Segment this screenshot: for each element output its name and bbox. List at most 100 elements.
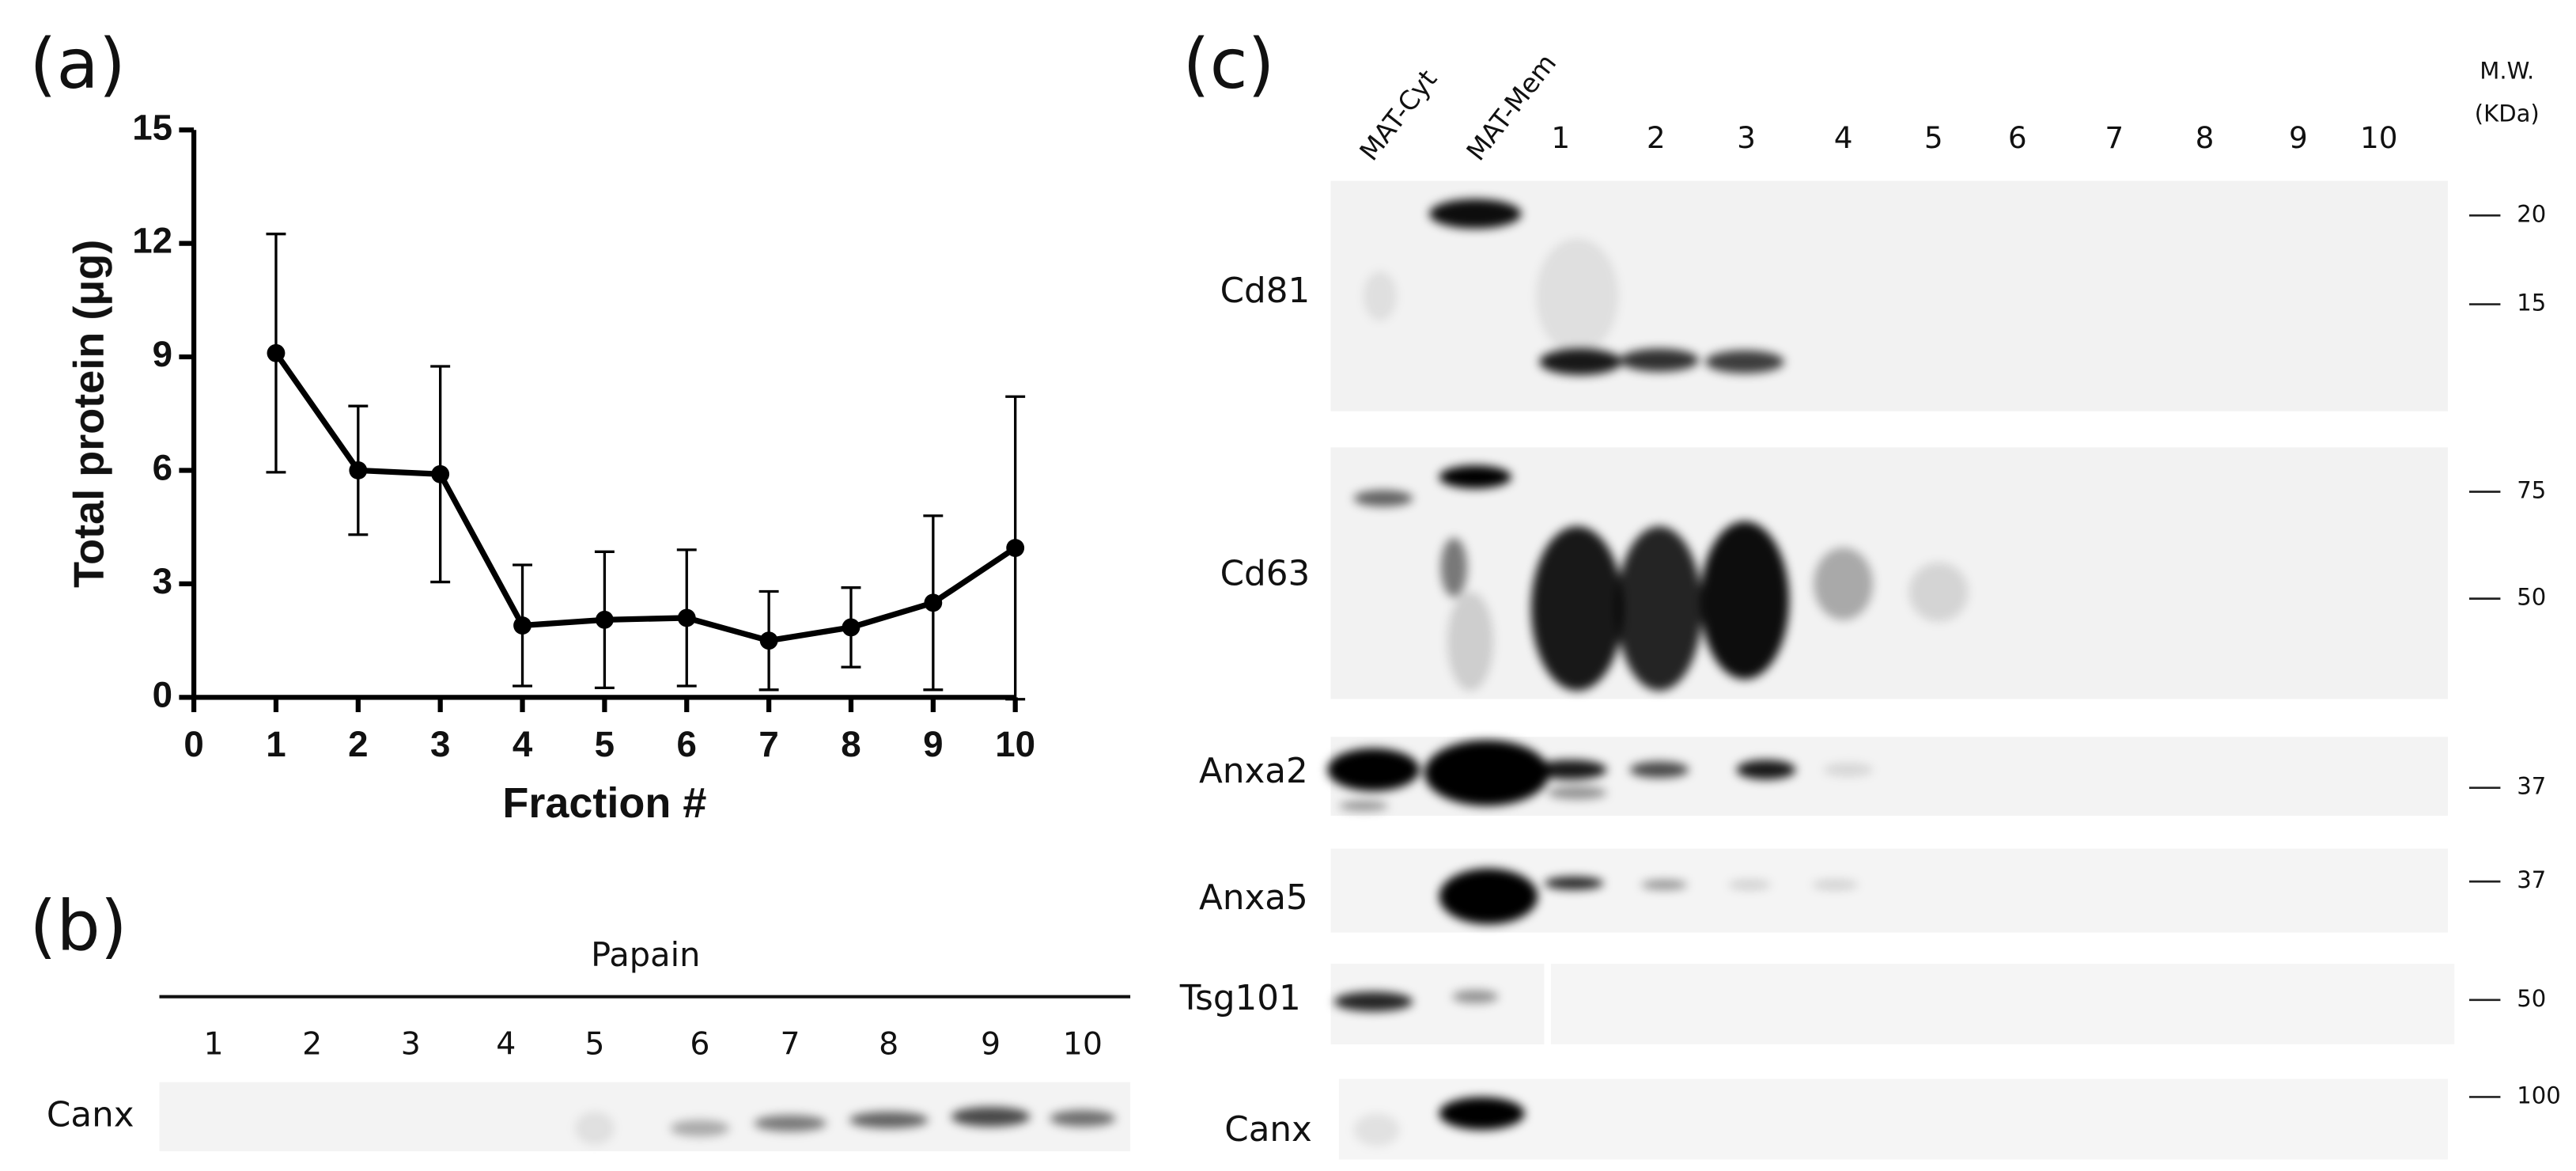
y-tick-label: 6 bbox=[153, 448, 172, 488]
row-label: Canx bbox=[1224, 1110, 1312, 1150]
lane-label: 8 bbox=[879, 1026, 898, 1063]
mw-title: (KDa) bbox=[2475, 100, 2540, 127]
data-point bbox=[924, 593, 943, 612]
data-point bbox=[759, 631, 778, 650]
band bbox=[1705, 350, 1784, 373]
band bbox=[1620, 348, 1699, 372]
lane-label: 3 bbox=[1737, 120, 1756, 155]
x-tick-label: 9 bbox=[923, 724, 943, 764]
band bbox=[951, 1106, 1031, 1127]
band bbox=[1823, 763, 1873, 777]
band bbox=[1544, 876, 1604, 890]
blots bbox=[159, 180, 2455, 1160]
y-tick-label: 15 bbox=[132, 107, 172, 147]
lane-label: MAT-Cyt bbox=[1353, 64, 1443, 167]
band bbox=[575, 1112, 615, 1145]
band bbox=[1338, 801, 1389, 811]
data-point bbox=[513, 616, 531, 635]
blot-header: Papain bbox=[591, 935, 700, 974]
lane-label: 9 bbox=[981, 1026, 1001, 1063]
x-tick-label: 8 bbox=[841, 724, 861, 764]
band bbox=[1447, 592, 1494, 692]
lane-label: 2 bbox=[302, 1026, 322, 1063]
data-point bbox=[1006, 539, 1025, 557]
band bbox=[1353, 490, 1413, 507]
data-point bbox=[595, 610, 614, 629]
band bbox=[1641, 880, 1688, 890]
band bbox=[1439, 868, 1538, 925]
mw-marker: 20 bbox=[2517, 200, 2546, 227]
x-tick-label: 6 bbox=[677, 724, 697, 764]
data-point bbox=[842, 618, 861, 637]
row-label: Cd63 bbox=[1220, 555, 1311, 594]
lane-label: 3 bbox=[401, 1026, 421, 1063]
lane-label: 4 bbox=[496, 1026, 516, 1063]
lane-label: 10 bbox=[1063, 1026, 1103, 1063]
x-tick-label: 2 bbox=[348, 724, 368, 764]
band bbox=[1439, 1097, 1525, 1131]
blot-strip bbox=[1550, 964, 2455, 1044]
data-point bbox=[267, 343, 286, 362]
mw-marker: 100 bbox=[2517, 1082, 2560, 1108]
x-tick-label: 1 bbox=[266, 724, 286, 764]
lane-label: 8 bbox=[2196, 120, 2215, 155]
band bbox=[1908, 562, 1969, 622]
panel-label: (a) bbox=[29, 24, 126, 104]
lane-label: 6 bbox=[690, 1026, 709, 1063]
band bbox=[1539, 348, 1622, 375]
band bbox=[1452, 990, 1499, 1003]
band bbox=[1534, 760, 1607, 780]
mw-title: M.W. bbox=[2480, 57, 2534, 84]
band bbox=[1536, 238, 1619, 354]
data-point bbox=[349, 461, 368, 479]
x-tick-label: 0 bbox=[183, 724, 203, 764]
lane-label: 4 bbox=[1834, 120, 1853, 155]
band bbox=[1440, 537, 1467, 597]
bands bbox=[575, 199, 1969, 1146]
x-tick-label: 4 bbox=[513, 724, 533, 764]
y-tick-label: 12 bbox=[132, 221, 172, 261]
lane-label: 9 bbox=[2289, 120, 2308, 155]
lane-label: 2 bbox=[1647, 120, 1666, 155]
lane-label: 5 bbox=[1924, 120, 1943, 155]
row-label: Tsg101 bbox=[1179, 979, 1301, 1018]
band bbox=[1333, 991, 1413, 1012]
lane-label: 7 bbox=[781, 1026, 800, 1063]
data-point bbox=[677, 608, 696, 627]
band bbox=[1728, 880, 1772, 890]
lane-label: MAT-Mem bbox=[1460, 48, 1562, 167]
band bbox=[1736, 760, 1796, 780]
mw-marker: 75 bbox=[2517, 477, 2546, 504]
y-tick-label: 9 bbox=[153, 334, 172, 374]
mw-marker: 15 bbox=[2517, 290, 2546, 316]
band bbox=[1050, 1110, 1116, 1127]
band bbox=[1424, 740, 1549, 806]
band bbox=[1530, 526, 1624, 692]
panel-label: (b) bbox=[29, 885, 127, 966]
band bbox=[1547, 786, 1607, 800]
band bbox=[1700, 521, 1790, 680]
y-tick-label: 3 bbox=[153, 561, 172, 601]
band bbox=[670, 1120, 730, 1137]
mw-marker: 37 bbox=[2517, 866, 2546, 893]
band bbox=[754, 1115, 827, 1132]
row-label: Anxa5 bbox=[1199, 878, 1308, 918]
panel-label: (c) bbox=[1183, 24, 1275, 104]
row-label: Canx bbox=[47, 1095, 134, 1135]
blot-strip bbox=[1330, 447, 2448, 699]
band bbox=[849, 1112, 929, 1128]
data-point bbox=[431, 464, 450, 483]
band bbox=[1616, 526, 1702, 692]
x-tick-label: 7 bbox=[758, 724, 778, 764]
x-tick-label: 10 bbox=[995, 724, 1035, 764]
mw-marker: 50 bbox=[2517, 985, 2546, 1012]
band bbox=[1629, 761, 1689, 779]
band bbox=[1327, 748, 1420, 791]
lane-label: 1 bbox=[203, 1026, 223, 1063]
y-tick-label: 0 bbox=[153, 674, 172, 714]
lane-label: 6 bbox=[2008, 120, 2027, 155]
lane-label: 1 bbox=[1551, 120, 1570, 155]
band bbox=[1814, 548, 1873, 620]
lane-label: 10 bbox=[2360, 120, 2398, 155]
